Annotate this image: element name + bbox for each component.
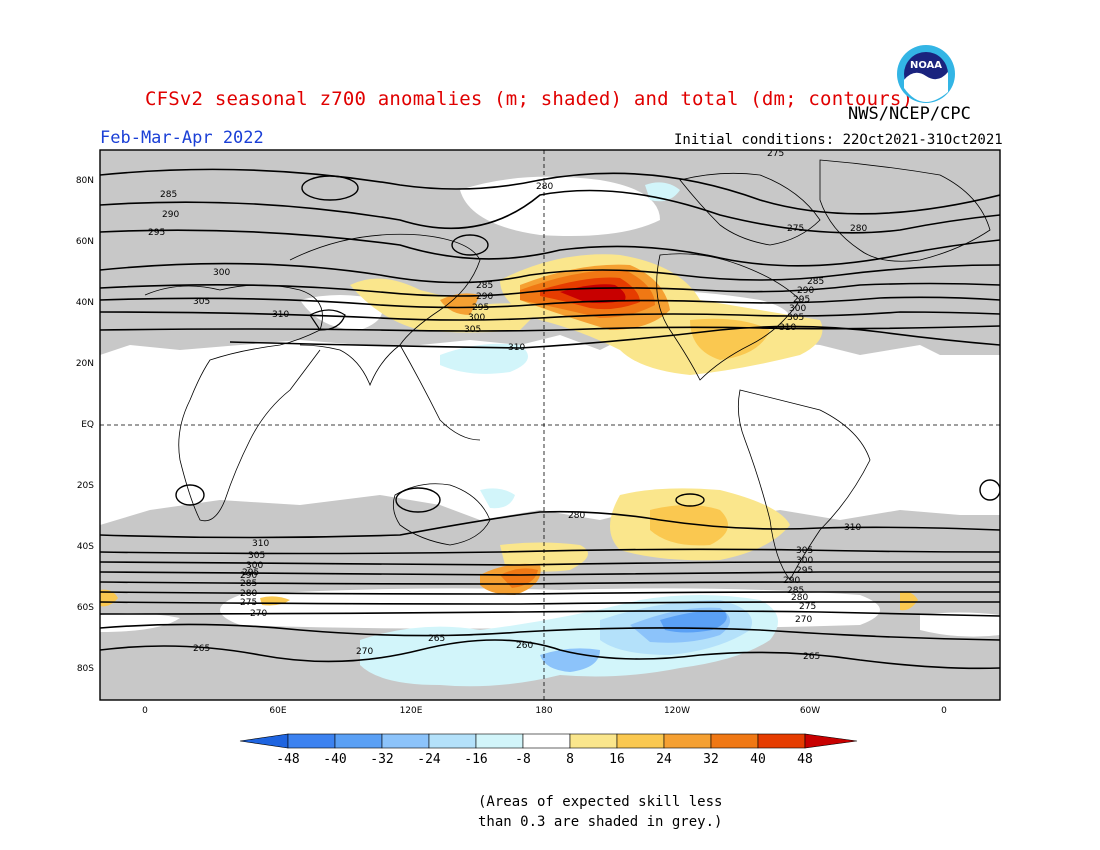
lon-label: 0 — [941, 706, 947, 716]
contour-label: 265 — [193, 644, 210, 654]
lat-label: 80S — [76, 664, 94, 674]
contour-label: 295 — [472, 303, 489, 313]
contour-label: 260 — [516, 641, 533, 651]
contour-label: 275 — [787, 224, 804, 234]
noaa-logo: NOAA — [897, 45, 955, 103]
contour-label: 305 — [248, 551, 265, 561]
contour-label: 295 — [242, 568, 259, 578]
contour-label: 285 — [476, 281, 493, 291]
height-contours — [100, 168, 1000, 670]
contour-label: 280 — [850, 224, 867, 234]
contour-label: 290 — [783, 576, 800, 586]
contour-label: 295 — [796, 566, 813, 576]
contour-label: 275 — [240, 598, 257, 608]
colorbar-tick-label: 40 — [750, 752, 766, 767]
contour-label: 265 — [428, 634, 445, 644]
lat-label: 80N — [75, 176, 94, 186]
colorbar-tick-label: -16 — [464, 752, 488, 767]
contour-label: 270 — [795, 615, 812, 625]
forecast-period: Feb-Mar-Apr 2022 — [100, 128, 264, 148]
coastlines — [144, 159, 991, 581]
colorbar-tick-label: 32 — [703, 752, 719, 767]
contour-label: 305 — [464, 325, 481, 335]
contour-label: 285 — [240, 579, 257, 589]
contour-label: 310 — [508, 343, 525, 353]
contour-label: 280 — [568, 511, 585, 521]
contour-label: 305 — [787, 313, 804, 323]
contour-label: 280 — [791, 593, 808, 603]
lon-label: 120E — [399, 706, 423, 716]
lat-label: EQ — [81, 420, 94, 430]
lat-label: 60S — [76, 603, 94, 613]
lat-label: 20N — [75, 359, 94, 369]
contour-label: 285 — [787, 586, 804, 596]
contour-label: 270 — [356, 647, 373, 657]
initial-conditions: Initial conditions: 22Oct2021-31Oct2021 — [674, 132, 1003, 148]
contour-label: 280 — [240, 589, 257, 599]
contour-label: 310 — [272, 310, 289, 320]
contour-label: 290 — [162, 210, 179, 220]
contour-label: 310 — [844, 523, 861, 533]
svg-text:NOAA: NOAA — [910, 60, 942, 71]
colorbar-tick-label: -32 — [370, 752, 394, 767]
contour-label: 305 — [193, 297, 210, 307]
colorbar-tick-label: 48 — [797, 752, 813, 767]
lat-label: 20S — [76, 481, 94, 491]
colorbar-tick-label: 16 — [609, 752, 625, 767]
map-title: CFSv2 seasonal z700 anomalies (m; shaded… — [145, 88, 914, 110]
colorbar-tick-label: 8 — [566, 752, 574, 767]
contour-label: 290 — [240, 571, 257, 581]
contour-label: 275 — [767, 149, 784, 159]
contour-label: 300 — [213, 268, 230, 278]
footnote: (Areas of expected skill less than 0.3 a… — [478, 792, 722, 832]
contour-label: 295 — [793, 295, 810, 305]
lon-label: 120W — [663, 706, 691, 716]
lat-label: 60N — [75, 237, 94, 247]
contour-label: 310 — [252, 539, 269, 549]
contour-labels: 280 285 290 295 300 305 310 275 280 285 … — [148, 149, 867, 662]
contour-label: 290 — [797, 286, 814, 296]
lon-label: 60W — [799, 706, 821, 716]
contour-label: 300 — [789, 304, 806, 314]
lat-label: 40N — [75, 298, 94, 308]
contour-label: 285 — [807, 277, 824, 287]
colorbar-tick-label: 24 — [656, 752, 672, 767]
contour-label: 280 — [536, 182, 553, 192]
contour-label: 290 — [476, 292, 493, 302]
contour-label: 300 — [796, 556, 813, 566]
footnote-line: (Areas of expected skill less — [478, 794, 723, 810]
lon-label: 0 — [142, 706, 148, 716]
colorbar-tick-label: -8 — [515, 752, 531, 767]
lat-label: 40S — [76, 542, 94, 552]
contour-label: 305 — [796, 546, 813, 556]
agency-label: NWS/NCEP/CPC — [848, 104, 971, 124]
closed-contours — [175, 175, 1000, 513]
contour-label: 300 — [468, 313, 485, 323]
contour-label: 275 — [799, 602, 816, 612]
contour-label: 270 — [250, 609, 267, 619]
lon-label: 180 — [535, 706, 553, 716]
colorbar-tick-label: -40 — [323, 752, 347, 767]
colorbar-tick-label: -24 — [417, 752, 441, 767]
contour-label: 295 — [148, 228, 165, 238]
footnote-line: than 0.3 are shaded in grey.) — [478, 814, 723, 830]
contour-label: 265 — [803, 652, 820, 662]
contour-label: 285 — [160, 190, 177, 200]
lon-label: 60E — [269, 706, 287, 716]
contour-label: 310 — [779, 323, 796, 333]
colorbar-tick-label: -48 — [276, 752, 300, 767]
contour-label: 300 — [246, 561, 263, 571]
map-frame — [99, 149, 1001, 701]
